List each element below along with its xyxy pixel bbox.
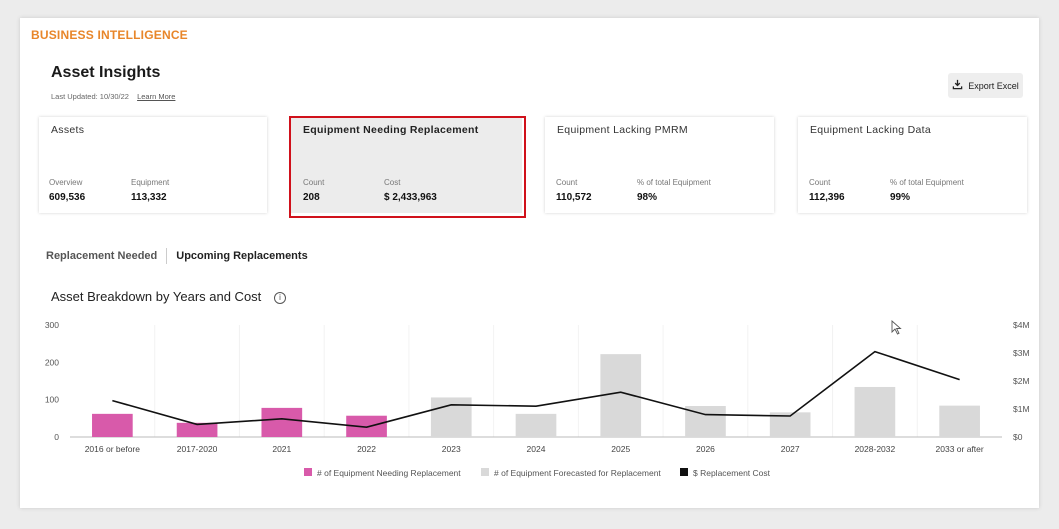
y-right-tick-label: $2M bbox=[1013, 376, 1030, 386]
last-updated-text: Last Updated: 10/30/22 bbox=[51, 92, 129, 101]
x-tick-label: 2025 bbox=[611, 444, 630, 454]
tab-replacement-needed[interactable]: Replacement Needed bbox=[46, 250, 158, 262]
kpi-card-equipment-lacking-pmrm[interactable]: Equipment Lacking PMRM Count 110,572 % o… bbox=[545, 117, 774, 213]
legend-swatch bbox=[304, 468, 312, 476]
y-left-tick-label: 100 bbox=[45, 395, 59, 405]
kpi-card-assets[interactable]: Assets Overview 609,536 Equipment 113,33… bbox=[39, 117, 267, 213]
learn-more-link[interactable]: Learn More bbox=[137, 92, 176, 101]
bar bbox=[92, 413, 133, 437]
y-left-tick-label: 0 bbox=[54, 432, 59, 442]
kpi-metric-label: Equipment bbox=[131, 178, 170, 187]
y-right-tick-label: $4M bbox=[1013, 320, 1030, 330]
x-tick-label: 2023 bbox=[442, 444, 461, 454]
download-icon bbox=[952, 79, 963, 92]
legend-swatch bbox=[680, 468, 688, 476]
kpi-title: Equipment Lacking PMRM bbox=[557, 124, 688, 136]
bar bbox=[854, 386, 896, 437]
kpi-metric-value: 113,332 bbox=[131, 192, 167, 203]
bar bbox=[515, 413, 557, 437]
kpi-metric-label: Count bbox=[556, 178, 578, 187]
x-tick-label: 2024 bbox=[527, 444, 546, 454]
export-excel-button[interactable]: Export Excel bbox=[948, 73, 1023, 98]
page-title: Asset Insights bbox=[51, 64, 161, 81]
bar bbox=[430, 397, 472, 437]
info-icon[interactable]: i bbox=[274, 292, 286, 304]
x-tick-label: 2016 or before bbox=[85, 444, 141, 454]
kpi-metric-label: Count bbox=[809, 178, 831, 187]
kpi-metric-label: Count bbox=[303, 178, 325, 187]
y-left-tick-label: 200 bbox=[45, 357, 59, 367]
kpi-metric-value: 112,396 bbox=[809, 192, 845, 203]
bar bbox=[939, 405, 980, 437]
x-tick-label: 2028-2032 bbox=[855, 444, 896, 454]
y-left-tick-label: 300 bbox=[45, 320, 59, 330]
export-excel-label: Export Excel bbox=[968, 80, 1019, 91]
legend-label: # of Equipment Forecasted for Replacemen… bbox=[494, 468, 661, 478]
y-right-tick-label: $0 bbox=[1013, 432, 1023, 442]
kpi-metric-value: 208 bbox=[303, 192, 320, 203]
kpi-metric-label: Cost bbox=[384, 178, 401, 187]
x-tick-label: 2033 or after bbox=[936, 444, 984, 454]
y-right-tick-label: $1M bbox=[1013, 404, 1030, 414]
x-tick-label: 2017-2020 bbox=[177, 444, 218, 454]
kpi-metric-value: $ 2,433,963 bbox=[384, 192, 437, 203]
mouse-cursor-icon bbox=[891, 320, 902, 335]
brand-title: BUSINESS INTELLIGENCE bbox=[31, 28, 188, 42]
kpi-card-equipment-needing-replacement[interactable]: Equipment Needing Replacement Count 208 … bbox=[291, 117, 522, 213]
kpi-metric-value: 110,572 bbox=[556, 192, 592, 203]
highlight-box bbox=[289, 116, 526, 218]
kpi-metric-label: % of total Equipment bbox=[890, 178, 964, 187]
x-tick-label: 2027 bbox=[781, 444, 800, 454]
y-right-tick-label: $3M bbox=[1013, 348, 1030, 358]
legend-label: # of Equipment Needing Replacement bbox=[317, 468, 461, 478]
kpi-metric-label: % of total Equipment bbox=[637, 178, 711, 187]
x-tick-label: 2022 bbox=[357, 444, 376, 454]
kpi-title: Assets bbox=[51, 124, 85, 136]
legend-swatch bbox=[481, 468, 489, 476]
kpi-title: Equipment Lacking Data bbox=[810, 124, 932, 136]
bar bbox=[176, 422, 218, 437]
tab-divider bbox=[166, 248, 168, 264]
bar bbox=[346, 415, 387, 437]
kpi-card-equipment-lacking-data[interactable]: Equipment Lacking Data Count 112,396 % o… bbox=[798, 117, 1027, 213]
x-tick-label: 2026 bbox=[696, 444, 715, 454]
kpi-title: Equipment Needing Replacement bbox=[303, 124, 479, 136]
kpi-metric-value: 609,536 bbox=[49, 192, 86, 203]
tab-upcoming-replacements[interactable]: Upcoming Replacements bbox=[176, 250, 308, 262]
last-updated: Last Updated: 10/30/22 Learn More bbox=[51, 92, 175, 101]
kpi-metric-value: 98% bbox=[637, 192, 658, 203]
cost-line bbox=[112, 350, 960, 429]
x-tick-label: 2021 bbox=[272, 444, 291, 454]
chart-title: Asset Breakdown by Years and Cost bbox=[51, 289, 262, 304]
kpi-metric-label: Overview bbox=[49, 178, 83, 187]
kpi-metric-value: 99% bbox=[890, 192, 911, 203]
bar bbox=[261, 407, 303, 437]
tab-bar: Replacement Needed Upcoming Replacements bbox=[46, 248, 308, 264]
legend-label: $ Replacement Cost bbox=[693, 468, 771, 478]
